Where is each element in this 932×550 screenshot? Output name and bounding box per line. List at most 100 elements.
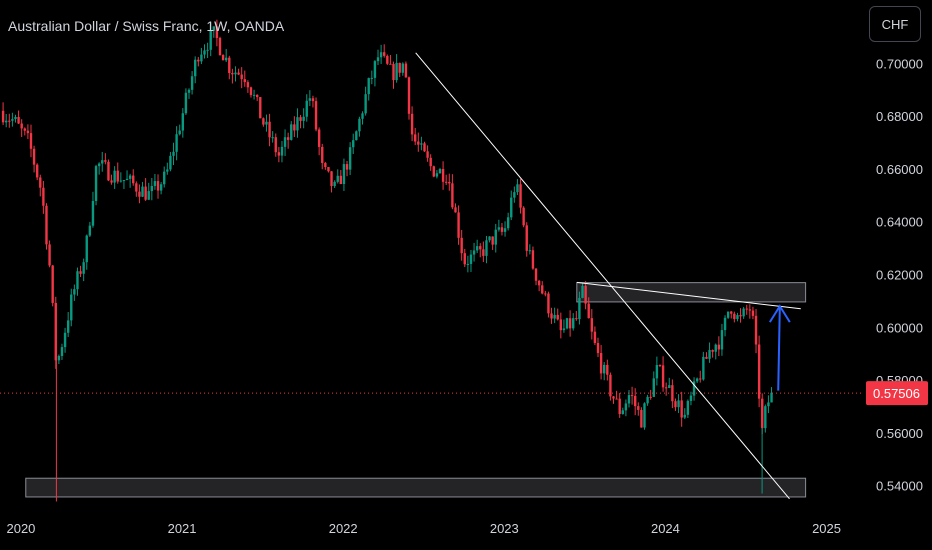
candle [475, 239, 479, 254]
candle [708, 342, 711, 363]
candle [568, 310, 572, 337]
candle [128, 173, 132, 188]
downtrend-line[interactable] [415, 52, 790, 500]
candle [460, 229, 463, 261]
candle [522, 206, 525, 228]
candle [466, 255, 470, 273]
candle [531, 246, 535, 270]
candle [528, 244, 532, 255]
target-arrow[interactable] [768, 304, 791, 391]
candle [565, 317, 569, 330]
price-axis[interactable]: 0.70000 0.68000 0.66000 0.64000 0.62000 0.600… [876, 56, 923, 493]
price-tick-label: 0.62000 [876, 267, 923, 282]
candle [240, 67, 243, 89]
candle [184, 88, 188, 115]
candle [169, 151, 172, 172]
candle [668, 377, 671, 389]
candle [376, 49, 380, 66]
candle [302, 108, 305, 129]
candle [652, 371, 655, 398]
candle [398, 62, 401, 78]
candle [159, 182, 163, 195]
candle [426, 145, 429, 162]
candle [91, 191, 95, 228]
candle [562, 319, 566, 333]
candle [206, 42, 209, 59]
resistance-trendline[interactable] [576, 281, 801, 310]
time-tick-label: 2025 [812, 521, 841, 536]
candle [705, 352, 708, 359]
candle [386, 54, 389, 65]
candle [187, 88, 191, 99]
candle [606, 359, 609, 381]
candle [757, 335, 761, 408]
candle [491, 236, 494, 250]
candle [175, 126, 178, 161]
candle [252, 89, 256, 100]
candle [541, 281, 544, 295]
candle [358, 116, 361, 137]
candle [469, 249, 473, 272]
support-zone[interactable] [25, 477, 807, 498]
candle [581, 283, 584, 299]
candle [271, 131, 274, 143]
candle [317, 127, 321, 156]
candle [633, 388, 637, 416]
candle [572, 313, 575, 331]
candle [767, 395, 770, 414]
candle [150, 177, 154, 201]
candle [79, 265, 82, 278]
zones-layer [25, 282, 807, 498]
candle [525, 222, 528, 257]
candle [327, 166, 330, 173]
candle [593, 326, 597, 345]
candle [156, 174, 160, 199]
candle [695, 377, 699, 383]
candle [417, 132, 420, 152]
candle [395, 54, 398, 83]
time-axis[interactable]: 2020 2021 2022 2023 2024 2025 [6, 521, 841, 536]
candle [116, 162, 119, 184]
candle [485, 235, 488, 264]
candle [683, 408, 686, 420]
candle [290, 121, 293, 141]
candle [444, 174, 448, 185]
candle [29, 124, 33, 158]
resistance-zone[interactable] [576, 282, 807, 303]
candle [1, 102, 5, 126]
candle [132, 169, 135, 186]
candle [510, 190, 513, 221]
chart-title: Australian Dollar / Swiss Franc, 1W, OAN… [8, 18, 285, 34]
candle [246, 80, 250, 93]
candle [751, 306, 755, 320]
candle [348, 142, 352, 176]
price-tick-label: 0.56000 [876, 426, 923, 441]
candle [85, 234, 88, 270]
candle [4, 113, 8, 128]
candle [113, 166, 116, 189]
candle [35, 163, 39, 181]
candle [770, 387, 773, 403]
candle [122, 179, 126, 190]
candle [407, 76, 411, 120]
candle [699, 370, 702, 383]
candle [45, 203, 48, 250]
candle [237, 68, 240, 76]
candle [503, 221, 507, 237]
candle [587, 297, 590, 319]
time-tick-label: 2022 [329, 521, 358, 536]
candle [218, 36, 222, 56]
currency-button[interactable]: CHF [869, 6, 921, 42]
candle [435, 170, 439, 179]
candle [299, 114, 302, 129]
candle [494, 223, 497, 253]
candle [166, 162, 169, 175]
candles-layer [1, 19, 773, 502]
candle [680, 391, 683, 427]
candle [482, 241, 485, 262]
candle [733, 311, 736, 323]
candle [243, 70, 246, 87]
candle [742, 306, 745, 319]
candle [249, 86, 253, 98]
